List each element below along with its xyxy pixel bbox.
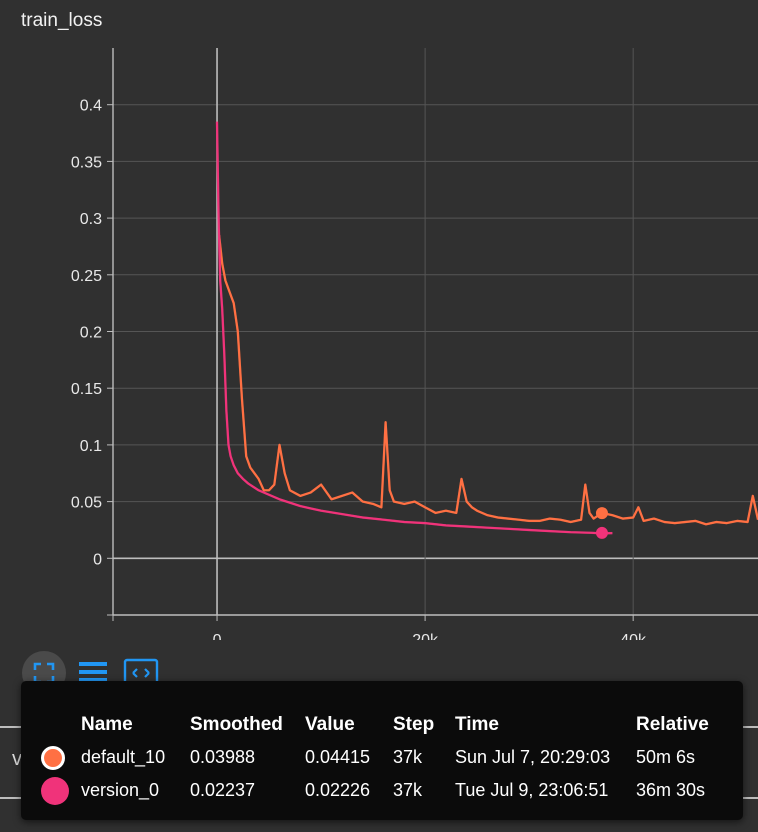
tooltip-header-step: Step xyxy=(393,714,435,735)
series-color-swatch xyxy=(41,776,69,805)
x-tick-label: 20k xyxy=(412,632,439,640)
y-tick-label: 0.05 xyxy=(71,495,102,512)
tooltip-header-smoothed: Smoothed xyxy=(190,714,283,735)
chart-grid xyxy=(113,48,758,615)
x-tick-label: 0 xyxy=(213,632,222,640)
tooltip-header-row: Name Smoothed Value Step Time Relative xyxy=(35,709,723,741)
series-smoothed: 0.03988 xyxy=(190,747,256,767)
hover-marker-default_10 xyxy=(595,507,608,520)
hover-marker-version_0 xyxy=(595,526,608,539)
card-title: train_loss xyxy=(21,10,103,31)
fit-to-data-icon xyxy=(33,662,55,684)
series-relative: 36m 30s xyxy=(636,780,706,800)
y-tick-label: 0.35 xyxy=(71,154,102,171)
tooltip-table: Name Smoothed Value Step Time Relative d… xyxy=(35,709,723,807)
series-step: 37k xyxy=(393,780,423,800)
toggle-log-scale-icon xyxy=(79,662,107,682)
series-raw-line-default_10 xyxy=(217,234,758,526)
series-name: version_0 xyxy=(81,780,160,800)
y-tick-label: 0.3 xyxy=(80,211,102,228)
tooltip-header-swatch xyxy=(35,709,81,741)
tooltip-header-relative: Relative xyxy=(636,714,709,735)
series-value: 0.04415 xyxy=(305,747,371,767)
series-time: Tue Jul 9, 23:06:51 xyxy=(455,780,609,800)
y-tick-label: 0.15 xyxy=(71,381,102,398)
series-smoothed: 0.02237 xyxy=(190,780,256,800)
series-relative: 50m 6s xyxy=(636,747,696,767)
series-name: default_10 xyxy=(81,747,166,767)
series-line-version_0 xyxy=(215,121,613,535)
y-tick-label: 0.4 xyxy=(80,98,102,115)
series-step: 37k xyxy=(393,747,423,767)
chart-series xyxy=(215,121,758,539)
y-tick-label: 0.2 xyxy=(80,325,102,342)
tooltip-header-name: Name xyxy=(81,714,133,735)
y-tick-label: 0 xyxy=(93,551,102,568)
series-value: 0.02226 xyxy=(305,780,371,800)
x-tick-label: 40k xyxy=(620,632,647,640)
y-tick-label: 0.25 xyxy=(71,268,102,285)
train-loss-chart[interactable]: 0 0.05 0.1 0.15 0.2 0.25 0.3 0.35 0.4 0 20k 40k xyxy=(0,0,758,640)
hover-tooltip: Name Smoothed Value Step Time Relative d… xyxy=(21,681,743,820)
tooltip-header-time: Time xyxy=(455,714,500,735)
series-swatch-cell xyxy=(35,741,81,774)
chart-ticks: 0 0.05 0.1 0.15 0.2 0.25 0.3 0.35 0.4 0 20k 40k xyxy=(71,98,647,640)
toggle-log-scale-button[interactable] xyxy=(72,651,116,695)
series-color-swatch xyxy=(41,745,65,770)
series-line-default_10 xyxy=(218,234,758,526)
y-tick-label: 0.1 xyxy=(80,438,102,455)
tooltip-row: default_10 0.03988 0.04415 37k Sun Jul 7… xyxy=(35,741,723,774)
tooltip-header-value: Value xyxy=(305,714,355,735)
series-time: Sun Jul 7, 20:29:03 xyxy=(455,747,611,767)
tooltip-row: version_0 0.02237 0.02226 37k Tue Jul 9,… xyxy=(35,774,723,807)
series-swatch-cell xyxy=(35,774,81,807)
